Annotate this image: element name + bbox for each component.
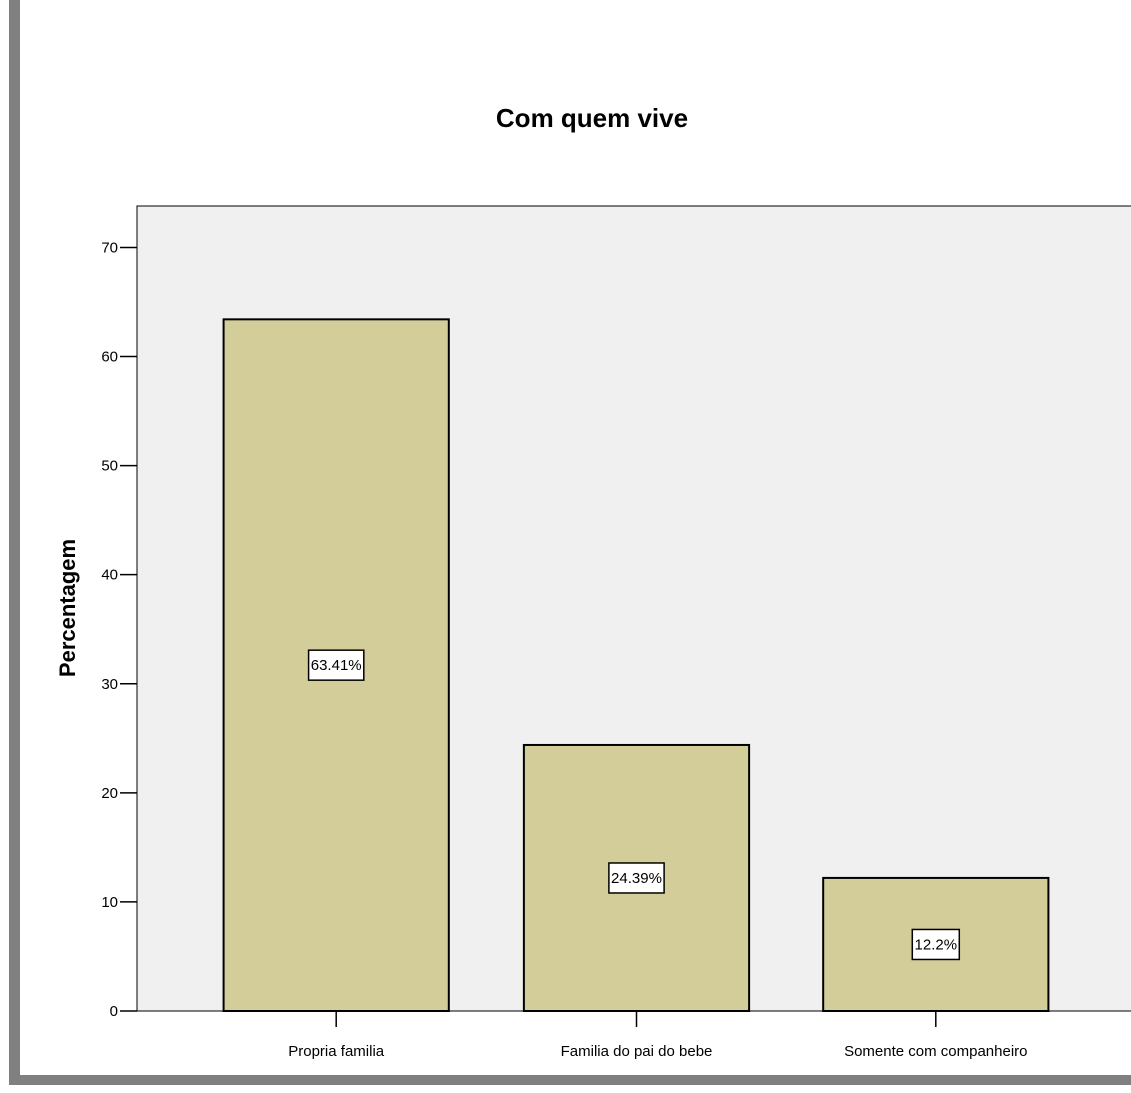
y-tick-label: 10	[101, 894, 118, 911]
data-label-box	[911, 928, 961, 961]
chart-title: Com quem vive	[496, 103, 688, 133]
x-tick-label: Familia do pai do bebe	[561, 1043, 713, 1060]
y-axis-label: Percentagem	[55, 539, 80, 677]
y-tick-label: 60	[101, 349, 118, 366]
y-tick-label: 70	[101, 239, 118, 256]
data-label-box	[608, 862, 665, 894]
y-tick-label: 30	[101, 676, 118, 693]
y-tick-label: 0	[110, 1003, 118, 1020]
data-label: 63.41%	[311, 657, 362, 674]
x-tick-label: Propria familia	[288, 1043, 385, 1060]
left-frame-border	[9, 0, 20, 1085]
y-tick-label: 50	[101, 458, 118, 475]
data-label-box	[307, 649, 365, 681]
y-tick-label: 20	[101, 785, 118, 802]
data-label: 12.2%	[915, 936, 958, 953]
data-label: 24.39%	[611, 870, 662, 887]
bottom-frame-border	[9, 1075, 1131, 1085]
x-tick-label: Somente com companheiro	[844, 1043, 1027, 1060]
y-tick-label: 40	[101, 567, 118, 584]
